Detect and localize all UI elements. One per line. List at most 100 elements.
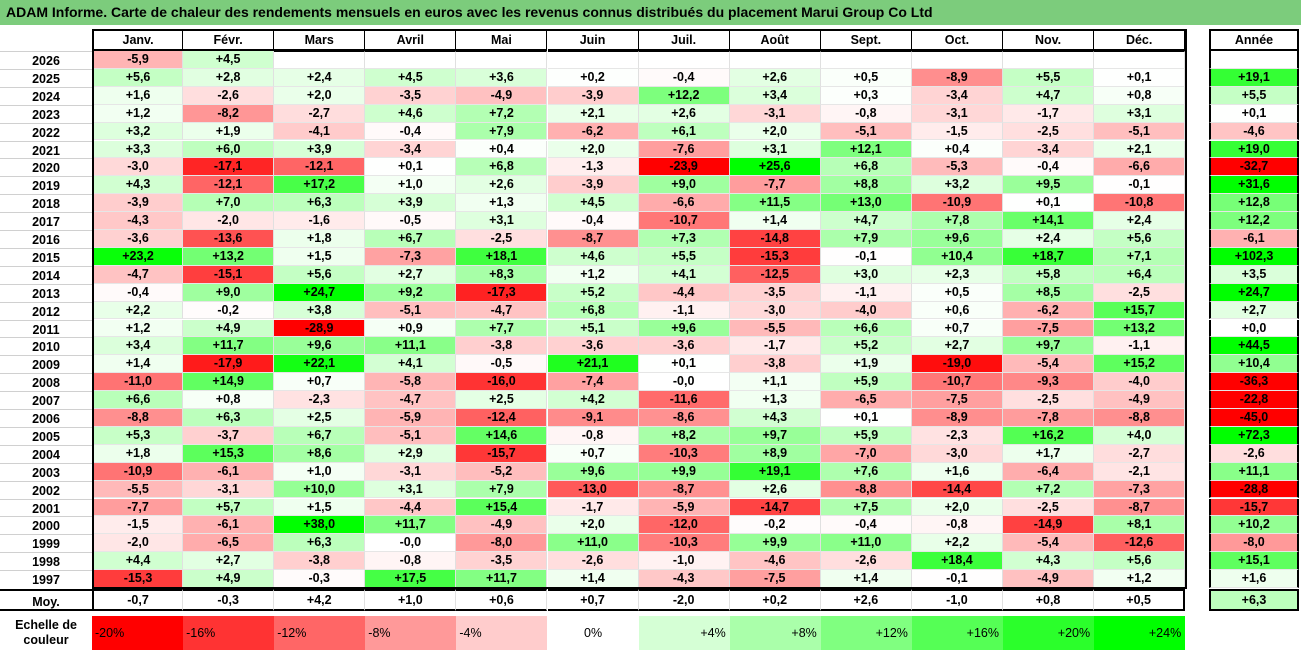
heatmap-cell: -2,7 — [274, 104, 366, 123]
annual-cell: +11,1 — [1209, 462, 1299, 481]
heatmap-cell: +1,2 — [1094, 570, 1186, 588]
heatmap-cell: +6,7 — [365, 230, 457, 248]
heatmap-cell: -0,4 — [1003, 158, 1095, 177]
heatmap-cell: +1,2 — [547, 265, 639, 284]
heatmap-cell: -6,4 — [1003, 462, 1095, 481]
annual-cell: +0,0 — [1209, 319, 1299, 338]
heatmap-cell: +4,6 — [547, 247, 639, 266]
heatmap-cell: +12,1 — [820, 140, 912, 159]
heatmap-cell: +4,1 — [638, 265, 730, 284]
heatmap-cell: +9,5 — [1003, 176, 1095, 195]
heatmap-cell: +9,7 — [729, 426, 821, 445]
color-scale-swatch: 0% — [547, 616, 639, 650]
heatmap-cell: -8,8 — [92, 409, 184, 427]
year-label: 2013 — [0, 283, 92, 302]
average-cell: +0,8 — [1003, 589, 1095, 611]
month-header: Déc. — [1094, 29, 1186, 51]
heatmap-cell: +5,8 — [1003, 265, 1095, 284]
heatmap-cell: +2,9 — [365, 444, 457, 463]
year-label: 2004 — [0, 444, 92, 463]
color-scale-label: Echelle de couleur — [0, 616, 92, 650]
annual-cell: -15,7 — [1209, 498, 1299, 517]
heatmap-cell: +5,2 — [820, 337, 912, 356]
heatmap-cell: -3,5 — [365, 86, 457, 105]
heatmap-cell: -1,7 — [729, 337, 821, 356]
year-label: 2019 — [0, 176, 92, 194]
heatmap-cell: +1,4 — [547, 570, 639, 588]
heatmap-cell: +2,5 — [274, 409, 366, 427]
heatmap-cell: -13,6 — [183, 230, 275, 248]
heatmap-cell: -2,0 — [183, 212, 275, 230]
heatmap-cell: +2,4 — [1094, 212, 1186, 230]
annual-cell: -2,6 — [1209, 444, 1299, 463]
heatmap-cell: -4,0 — [820, 301, 912, 320]
annual-cell: +0,1 — [1209, 104, 1299, 123]
year-label: 2016 — [0, 230, 92, 248]
heatmap-cell — [1003, 51, 1095, 69]
heatmap-cell: -6,2 — [1003, 301, 1095, 320]
heatmap-cell: +10,0 — [274, 480, 366, 499]
heatmap-cell: +9,6 — [547, 462, 639, 481]
heatmap-cell: +1,8 — [274, 230, 366, 248]
heatmap-cell: +1,9 — [183, 122, 275, 141]
heatmap-cell: +1,2 — [92, 104, 184, 123]
heatmap-cell: -3,1 — [911, 104, 1003, 123]
heatmap-cell: -17,1 — [183, 158, 275, 177]
heatmap-cell: +11,0 — [820, 534, 912, 553]
year-label: 2014 — [0, 265, 92, 284]
heatmap-cell: +1,5 — [274, 498, 366, 517]
heatmap-cell — [547, 51, 639, 69]
heatmap-cell: +6,0 — [183, 140, 275, 159]
heatmap-cell: -28,9 — [274, 319, 366, 338]
heatmap-cell: +2,6 — [456, 176, 548, 195]
annual-cell: -6,1 — [1209, 230, 1299, 248]
average-cell: +0,6 — [456, 589, 548, 611]
heatmap-cell: -14,4 — [911, 480, 1003, 499]
heatmap-cell: +6,6 — [92, 391, 184, 409]
heatmap-cell: +9,6 — [274, 337, 366, 356]
heatmap-cell: +0,1 — [820, 409, 912, 427]
heatmap-cell: +24,7 — [274, 283, 366, 302]
heatmap-cell: +2,4 — [274, 68, 366, 87]
heatmap-cell: +0,1 — [1094, 68, 1186, 87]
heatmap-cell: +4,3 — [729, 409, 821, 427]
heatmap-cell: +11,7 — [456, 570, 548, 588]
heatmap-cell: -5,9 — [92, 51, 184, 69]
heatmap-cell: -6,6 — [1094, 158, 1186, 177]
heatmap-cell: -13,0 — [547, 480, 639, 499]
heatmap-cell: +5,5 — [1003, 68, 1095, 87]
heatmap-cell: +5,6 — [1094, 230, 1186, 248]
heatmap-cell: -4,7 — [456, 301, 548, 320]
heatmap-cell: +4,5 — [547, 194, 639, 213]
heatmap-cell: +3,1 — [456, 212, 548, 230]
heatmap-cell: -2,5 — [1003, 498, 1095, 517]
heatmap-cell: -23,9 — [638, 158, 730, 177]
heatmap-cell: -5,9 — [365, 409, 457, 427]
heatmap-cell: -3,9 — [547, 176, 639, 195]
heatmap-cell — [1094, 51, 1186, 69]
heatmap-cell: +2,6 — [638, 104, 730, 123]
heatmap-cell — [365, 51, 457, 69]
heatmap-cell: -3,4 — [911, 86, 1003, 105]
heatmap-cell: -10,7 — [638, 212, 730, 230]
heatmap-cell: +6,6 — [820, 319, 912, 338]
annual-cell: +3,5 — [1209, 265, 1299, 284]
annual-cell: +10,4 — [1209, 355, 1299, 374]
heatmap-cell: -14,8 — [729, 230, 821, 248]
heatmap-cell: +5,9 — [820, 426, 912, 445]
heatmap-cell: -3,0 — [729, 301, 821, 320]
heatmap-cell: -0,1 — [820, 247, 912, 266]
month-header: Févr. — [183, 29, 275, 51]
heatmap-cell: +1,1 — [729, 373, 821, 392]
annual-cell: +15,1 — [1209, 552, 1299, 571]
year-label: 2018 — [0, 194, 92, 212]
heatmap-cell: +7,2 — [456, 104, 548, 123]
heatmap-cell: -8,9 — [911, 68, 1003, 87]
heatmap-cell: +9,6 — [638, 319, 730, 338]
heatmap-cell: -4,6 — [729, 552, 821, 571]
heatmap-cell: -6,1 — [183, 516, 275, 535]
heatmap-cell: -10,9 — [911, 194, 1003, 213]
heatmap-cell: +5,1 — [547, 319, 639, 338]
year-label: 2012 — [0, 301, 92, 320]
heatmap-cell: -2,5 — [1003, 122, 1095, 141]
